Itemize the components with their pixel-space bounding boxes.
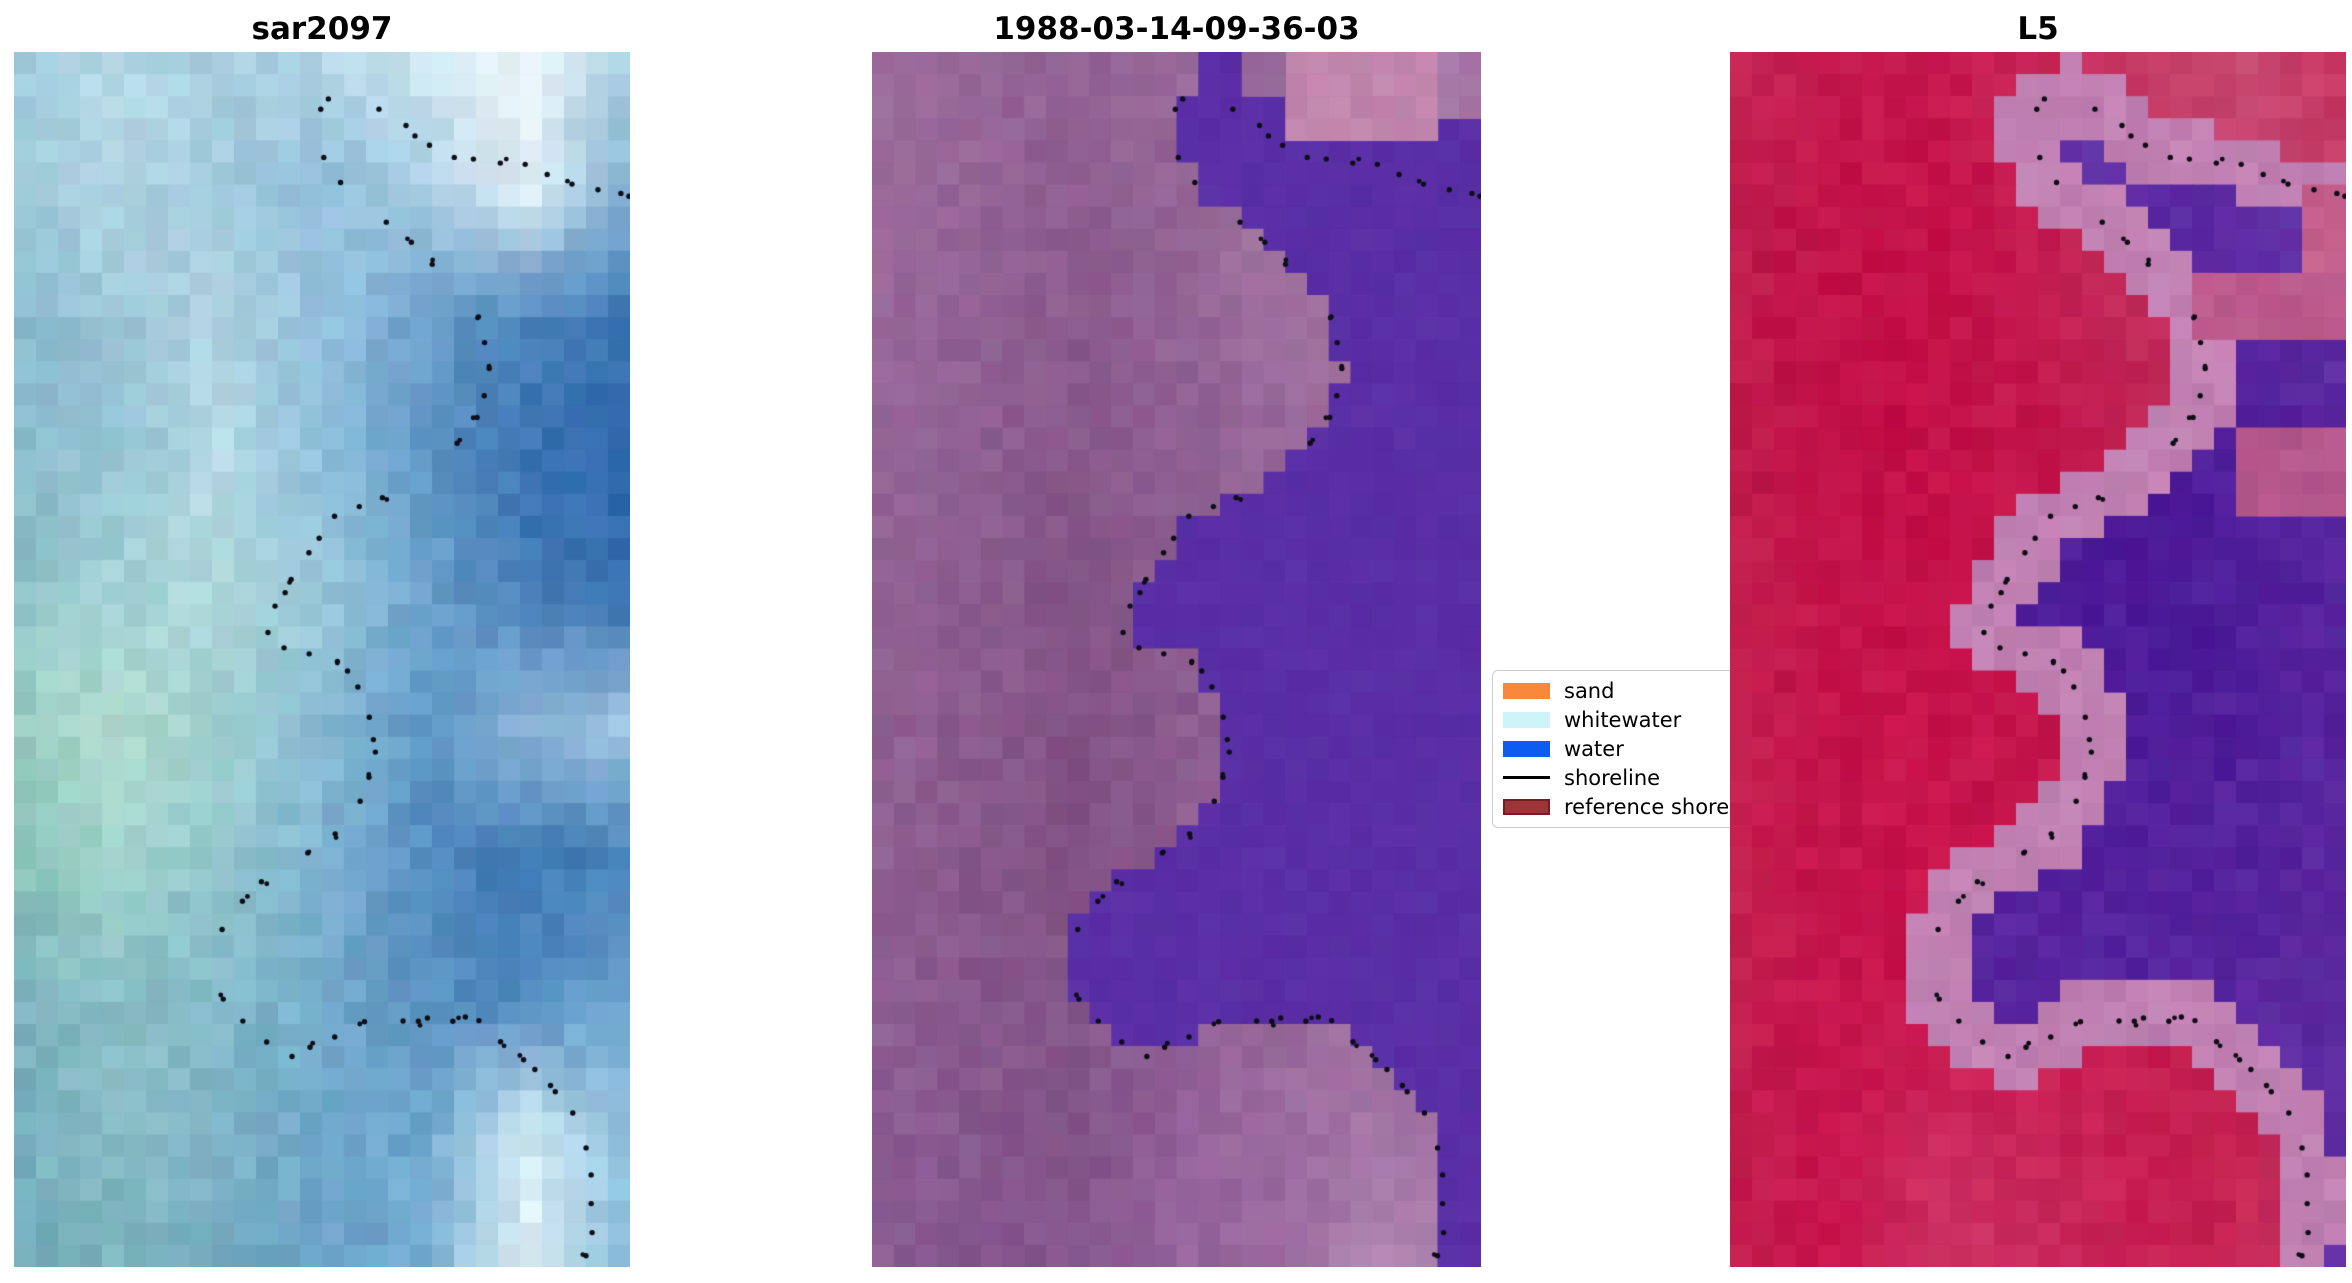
legend-label-sand: sand bbox=[1564, 679, 1615, 704]
legend-entry-water: water bbox=[1503, 735, 1763, 764]
water-swatch-icon bbox=[1503, 740, 1550, 757]
panel-title-l5: L5 bbox=[2017, 11, 2059, 47]
sar-image-canvas bbox=[14, 52, 630, 1267]
legend-entry-whitewater: whitewater bbox=[1503, 706, 1763, 735]
panel-classified: 1988-03-14-09-36-03 bbox=[872, 0, 1481, 1267]
panel-l5: L5 bbox=[1730, 0, 2346, 1267]
legend-entry-shoreline: shoreline bbox=[1503, 763, 1763, 792]
legend-label-whitewater: whitewater bbox=[1564, 708, 1682, 733]
panel-sar: sar2097 bbox=[14, 0, 630, 1267]
reference-shoreline-swatch-icon bbox=[1503, 798, 1550, 815]
l5-image-canvas bbox=[1730, 52, 2346, 1267]
classification-image-canvas bbox=[872, 52, 1481, 1267]
legend-label-water: water bbox=[1564, 736, 1624, 761]
panel-title-classified: 1988-03-14-09-36-03 bbox=[993, 11, 1360, 47]
legend-entry-sand: sand bbox=[1503, 677, 1763, 706]
legend: sand whitewater water shoreline referenc… bbox=[1492, 670, 1774, 828]
whitewater-swatch-icon bbox=[1503, 712, 1550, 729]
legend-label-shoreline: shoreline bbox=[1564, 765, 1661, 790]
shoreline-line-icon bbox=[1503, 776, 1550, 780]
panel-title-sar: sar2097 bbox=[251, 11, 393, 47]
sand-swatch-icon bbox=[1503, 683, 1550, 700]
legend-entry-reference-shoreline: reference shoreline bbox=[1503, 792, 1767, 821]
